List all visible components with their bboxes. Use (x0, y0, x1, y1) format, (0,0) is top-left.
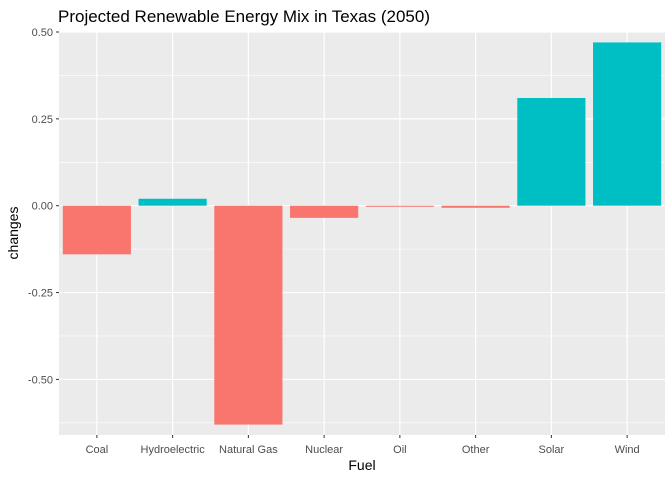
bar-coal (62, 205, 131, 255)
bar-other (441, 205, 510, 208)
x-tick-label: Solar (539, 444, 565, 456)
bar-oil (365, 205, 434, 207)
y-tick-label: -0.25 (28, 288, 53, 300)
y-tick-label: 0.00 (32, 201, 53, 213)
x-tick-label: Nuclear (305, 444, 343, 456)
bars (62, 42, 662, 425)
x-tick-label: Natural Gas (219, 444, 278, 456)
y-axis-title: changes (5, 207, 21, 260)
bar-natural-gas (214, 205, 283, 425)
x-tick-label: Hydroelectric (141, 444, 206, 456)
y-tick-label: -0.50 (28, 374, 53, 386)
x-tick-label: Other (462, 444, 490, 456)
x-axis-title: Fuel (348, 457, 375, 473)
x-tick-label: Coal (86, 444, 109, 456)
plot-panel (59, 32, 665, 435)
chart-title: Projected Renewable Energy Mix in Texas … (58, 7, 430, 26)
bar-nuclear (290, 205, 359, 218)
bar-solar (517, 98, 586, 206)
bar-wind (593, 42, 662, 206)
y-tick-label: 0.25 (32, 114, 53, 126)
y-tick-label: 0.50 (32, 27, 53, 39)
x-tick-label: Oil (393, 444, 406, 456)
bar-hydroelectric (138, 198, 207, 206)
x-axis-ticks: Coal Hydroelectric Natural Gas Nuclear Oil Ot… (86, 435, 640, 456)
y-axis-ticks: 0.50 0.25 0.00 -0.25 -0.50 (28, 27, 59, 386)
x-tick-label: Wind (615, 444, 640, 456)
